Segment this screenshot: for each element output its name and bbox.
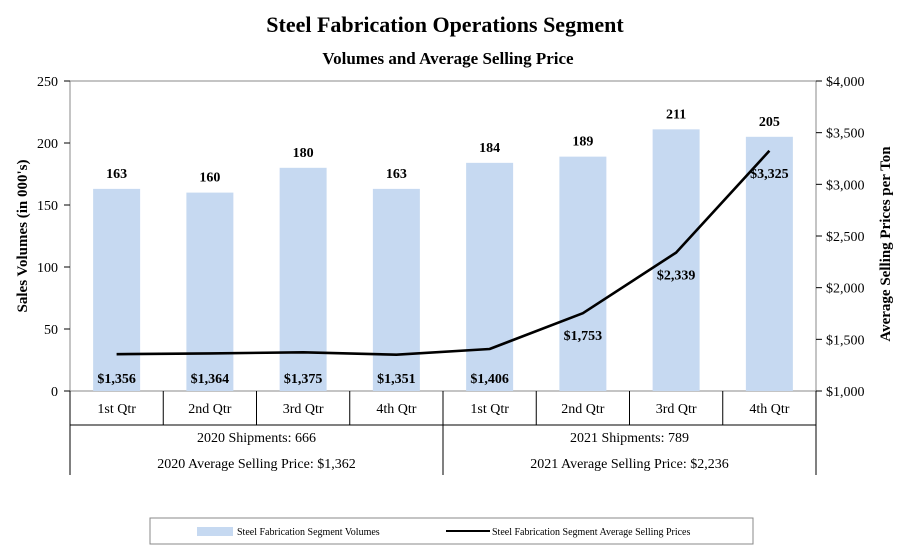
y-axis-title: Sales Volumes (in 000's) <box>15 160 31 313</box>
y2-tick-label: $3,500 <box>826 127 865 142</box>
volume-data-label: 205 <box>759 115 780 130</box>
volume-bar <box>652 129 700 392</box>
legend-swatch-volumes <box>197 527 233 536</box>
price-data-label: $1,753 <box>564 329 603 344</box>
price-data-label: $1,356 <box>97 372 136 387</box>
y-tick-label: 100 <box>37 261 58 276</box>
plot-area <box>69 80 817 392</box>
volume-data-label: 163 <box>106 167 127 182</box>
y2-tick-label: $2,000 <box>826 282 865 297</box>
chart-subtitle: Volumes and Average Selling Price <box>322 49 574 68</box>
y2-tick-label: $2,500 <box>826 230 865 245</box>
x-tick-label: 4th Qtr <box>376 402 416 417</box>
volume-bar <box>559 156 607 391</box>
volume-bar <box>745 136 793 391</box>
group-avg-price-label: 2021 Average Selling Price: $2,236 <box>530 457 728 472</box>
legend: Steel Fabrication Segment Volumes Steel … <box>149 517 754 545</box>
y2-tick-label: $3,000 <box>826 178 865 193</box>
x-tick-label: 2nd Qtr <box>561 402 605 417</box>
price-data-label: $1,351 <box>377 372 416 387</box>
legend-label-volumes: Steel Fabrication Segment Volumes <box>237 527 380 538</box>
y-tick-label: 200 <box>37 137 58 152</box>
volume-bar <box>372 188 420 391</box>
y2-tick-label: $1,000 <box>826 385 865 400</box>
x-tick-label: 3rd Qtr <box>656 402 697 417</box>
volume-bar <box>186 192 234 391</box>
volume-data-label: 184 <box>479 141 500 156</box>
group-avg-price-label: 2020 Average Selling Price: $1,362 <box>157 457 355 472</box>
x-tick-label: 4th Qtr <box>749 402 789 417</box>
price-data-label: $1,406 <box>470 372 509 387</box>
x-tick-label: 1st Qtr <box>470 402 509 417</box>
volume-data-label: 180 <box>293 146 314 161</box>
y-tick-label: 150 <box>37 199 58 214</box>
y-tick-label: 250 <box>37 75 58 90</box>
price-data-label: $1,375 <box>284 372 323 387</box>
x-tick-label: 3rd Qtr <box>283 402 324 417</box>
x-tick-label: 1st Qtr <box>97 402 136 417</box>
price-data-label: $1,364 <box>191 372 230 387</box>
volume-data-label: 163 <box>386 167 407 182</box>
volume-data-label: 211 <box>666 107 686 122</box>
volume-bar <box>466 162 514 391</box>
volume-data-label: 160 <box>199 171 220 186</box>
price-data-label: $3,325 <box>750 167 789 182</box>
y2-axis-title: Average Selling Prices per Ton <box>878 146 894 342</box>
price-data-label: $2,339 <box>657 269 696 284</box>
y-tick-label: 0 <box>51 385 58 400</box>
volume-data-label: 189 <box>572 135 593 150</box>
chart-title: Steel Fabrication Operations Segment <box>266 12 624 37</box>
volume-bar <box>279 167 327 391</box>
y-tick-label: 50 <box>44 323 58 338</box>
group-shipments-label: 2021 Shipments: 789 <box>570 431 689 446</box>
legend-label-prices: Steel Fabrication Segment Average Sellin… <box>492 527 690 538</box>
x-tick-label: 2nd Qtr <box>188 402 232 417</box>
volume-bar <box>93 188 141 391</box>
y2-tick-label: $1,500 <box>826 333 865 348</box>
price-line <box>116 149 771 356</box>
y2-tick-label: $4,000 <box>826 75 865 90</box>
group-shipments-label: 2020 Shipments: 666 <box>197 431 316 446</box>
